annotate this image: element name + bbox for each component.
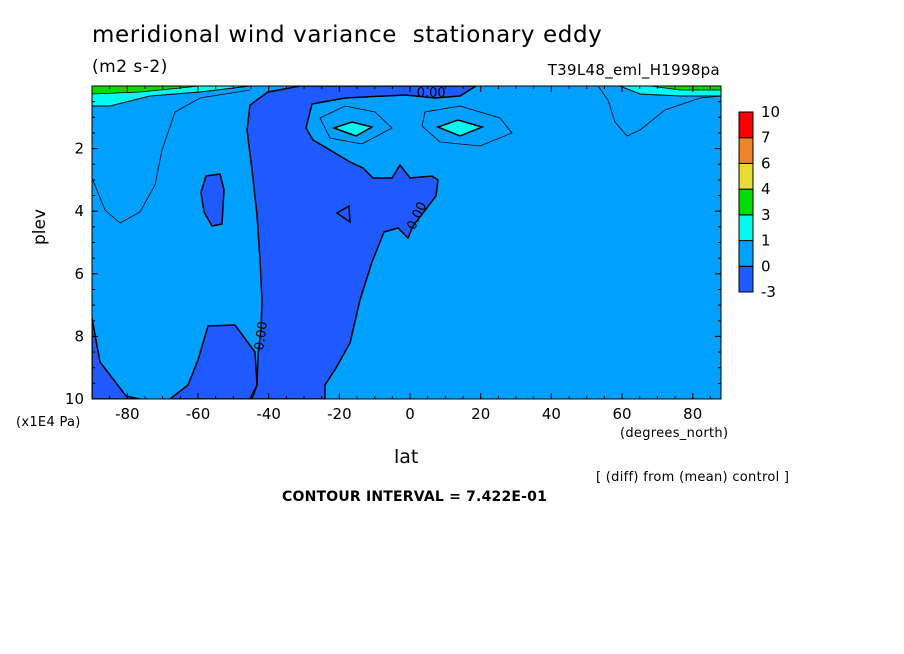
x-tick-label: 0 [405, 405, 415, 423]
y-tick-label: 8 [74, 327, 84, 345]
colorbar-swatch [738, 111, 754, 139]
colorbar-label: 0 [761, 257, 771, 275]
region-negative-lower-left [92, 317, 141, 399]
y-tick-label: 6 [74, 265, 84, 283]
contour-thin-left [92, 89, 251, 224]
contour-label: 0.00 [417, 86, 446, 101]
x-axis-label: lat [394, 446, 419, 468]
x-tick-label: -20 [327, 405, 352, 423]
x-tick-label: 60 [613, 405, 632, 423]
region-negative-band [246, 86, 478, 399]
plot-area [92, 86, 721, 399]
y-tick-label: 10 [65, 390, 84, 408]
contour-interval: CONTOUR INTERVAL = 7.422E-01 [282, 489, 548, 505]
x-tick-label: -60 [186, 405, 211, 423]
colorbar-label: 3 [761, 206, 771, 224]
x-tick-label: 20 [471, 405, 490, 423]
chart-units: (m2 s-2) [92, 57, 168, 77]
colorbar-label: -3 [761, 283, 776, 301]
colorbar-swatch [738, 162, 754, 190]
colorbar-swatch [738, 265, 754, 293]
colorbar-label: 6 [761, 154, 771, 172]
colorbar-swatch [738, 188, 754, 216]
colorbar-swatch [738, 214, 754, 242]
x-tick-labels: -80 -60 -40 -20 0 20 40 60 80 [115, 405, 702, 423]
y-axis-label: plev [30, 208, 50, 245]
region-negative-cell [200, 173, 225, 227]
region-negative-notch [335, 204, 351, 224]
colorbar-swatch [738, 240, 754, 267]
y-tick-label: 2 [74, 140, 84, 158]
region-top-band-inner [92, 86, 201, 95]
x-axis-units: (degrees_north) [620, 426, 729, 441]
colorbar-label: 4 [761, 180, 771, 198]
axis-ticks [92, 86, 721, 400]
region-background [92, 86, 721, 399]
contour-label: 0.00 [252, 321, 271, 352]
x-tick-label: -80 [115, 405, 140, 423]
y-axis-units: (x1E4 Pa) [16, 415, 81, 430]
y-tick-label: 4 [74, 202, 84, 220]
x-tick-label: 80 [683, 405, 702, 423]
region-top-band-right-inner [649, 86, 721, 91]
contour-thin-right [597, 86, 721, 137]
diff-note: [ (diff) from (mean) control ] [596, 470, 790, 485]
contour-thin-upper [319, 105, 513, 147]
colorbar-label: 7 [761, 129, 771, 147]
x-tick-label: -40 [256, 405, 281, 423]
region-positive-cell-south [331, 121, 375, 137]
region-positive-cell-north [435, 119, 485, 137]
colorbar-label: 10 [761, 103, 780, 121]
run-label: T39L48_eml_H1998pa [547, 61, 720, 79]
colorbar-label: 1 [761, 232, 771, 250]
y-tick-labels: 2 4 6 8 10 [65, 140, 84, 408]
x-tick-label: 40 [542, 405, 561, 423]
colorbar: -3 0 1 3 4 6 7 10 [738, 103, 780, 301]
chart-title: meridional wind variance stationary eddy [92, 22, 603, 48]
colorbar-swatch [738, 137, 754, 164]
region-negative-lower-mid [168, 324, 258, 399]
